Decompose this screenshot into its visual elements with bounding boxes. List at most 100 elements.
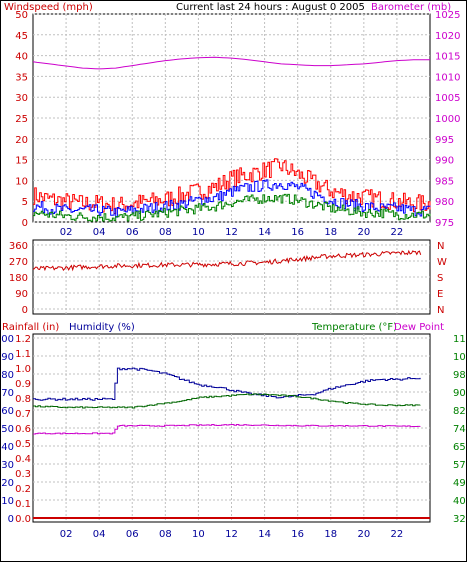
humidity-x-tick: 10 xyxy=(192,529,205,540)
wind-x-tick: 04 xyxy=(93,227,106,238)
wind-x-tick: 12 xyxy=(225,227,238,238)
windspeed-y-tick: 50 xyxy=(15,10,28,21)
windspeed-y-tick: 5 xyxy=(22,197,28,208)
temperature-y-tick: 74 xyxy=(453,424,466,435)
humidity-axis-title: Humidity (%) xyxy=(69,322,135,333)
barometer-y-tick: 1010 xyxy=(435,72,460,83)
rainfall-y-tick: 0.6 xyxy=(15,424,31,435)
temperature-y-tick: 57 xyxy=(453,460,466,471)
humidity-x-tick: 18 xyxy=(324,529,337,540)
humidity-y-tick: 10 xyxy=(1,496,14,507)
wind-speed-line xyxy=(33,193,431,222)
humidity-x-tick: 22 xyxy=(391,529,404,540)
direction-panel-marks xyxy=(32,249,422,272)
wind-direction-line xyxy=(32,249,422,272)
direction-y-tick: 0 xyxy=(22,305,28,316)
humidity-x-tick: 02 xyxy=(60,529,73,540)
rainfall-y-tick: 0.3 xyxy=(15,469,31,480)
temperature-line xyxy=(33,393,421,409)
barometer-y-tick: 1005 xyxy=(435,93,460,104)
windspeed-y-tick: 10 xyxy=(15,176,28,187)
compass-tick: N xyxy=(437,305,444,316)
direction-y-tick: 270 xyxy=(9,257,28,268)
humidity-x-tick: 06 xyxy=(126,529,139,540)
windspeed-y-tick: 40 xyxy=(15,52,28,63)
humidity-y-tick: 70 xyxy=(1,388,14,399)
compass-tick: W xyxy=(437,257,447,268)
direction-panel-grid xyxy=(33,240,430,314)
humidity-x-tick: 20 xyxy=(357,529,370,540)
humidity-x-tick: 14 xyxy=(258,529,271,540)
direction-y-tick: 90 xyxy=(15,289,28,300)
chart-title: Current last 24 hours : August 0 2005 xyxy=(176,2,365,13)
wind-x-tick: 22 xyxy=(391,227,404,238)
wind-gust-line xyxy=(33,158,431,214)
windspeed-y-tick: 25 xyxy=(15,114,28,125)
wind-x-tick: 20 xyxy=(357,227,370,238)
rainfall-y-tick: 0.5 xyxy=(15,439,31,450)
temperature-y-tick: 90 xyxy=(453,388,466,399)
compass-tick: S xyxy=(437,273,443,284)
windspeed-y-tick: 0 xyxy=(22,218,28,229)
windspeed-axis-title: Windspeed (mph) xyxy=(4,2,93,13)
windspeed-y-tick: 45 xyxy=(15,31,28,42)
barometer-y-tick: 985 xyxy=(435,176,454,187)
direction-y-tick: 360 xyxy=(9,241,28,252)
dewpoint-axis-title: Dew Point xyxy=(394,322,444,333)
compass-tick: E xyxy=(437,289,443,300)
humidity-x-tick: 04 xyxy=(93,529,106,540)
barometer-y-tick: 995 xyxy=(435,135,454,146)
humidity-line xyxy=(33,367,421,401)
humidity-panel-grid xyxy=(33,334,430,522)
rainfall-y-tick: 1.2 xyxy=(15,334,31,345)
barometer-y-tick: 990 xyxy=(435,156,454,167)
wind-x-tick: 10 xyxy=(192,227,205,238)
temperature-y-tick: 107 xyxy=(453,352,467,363)
rainfall-y-tick: 0.2 xyxy=(15,484,31,495)
rainfall-y-tick: 1.0 xyxy=(15,364,31,375)
barometer-line xyxy=(32,56,430,70)
wind-x-tick: 08 xyxy=(159,227,172,238)
rainfall-y-tick: 0.4 xyxy=(15,454,31,465)
humidity-panel-labels: 0204060810121416182022100908070605040302… xyxy=(0,334,467,540)
temperature-y-tick: 40 xyxy=(453,496,466,507)
humidity-x-tick: 08 xyxy=(159,529,172,540)
wind-panel-labels: 02 04 06 08 10 12 14 16 18 20 22504540353025201510… xyxy=(15,10,460,238)
rainfall-y-tick: 1.1 xyxy=(15,349,31,360)
barometer-y-tick: 1015 xyxy=(435,52,460,63)
humidity-y-tick: 100 xyxy=(0,334,14,345)
wind-x-tick: 14 xyxy=(258,227,271,238)
barometer-y-tick: 975 xyxy=(435,218,454,229)
humidity-y-tick: 30 xyxy=(1,460,14,471)
humidity-panel-marks xyxy=(33,367,430,519)
windspeed-y-tick: 30 xyxy=(15,93,28,104)
wind-x-tick: 16 xyxy=(291,227,304,238)
barometer-y-tick: 980 xyxy=(435,197,454,208)
temperature-axis-title: Temperature (°F) xyxy=(311,322,397,333)
wind-x-tick: 02 xyxy=(60,227,73,238)
rainfall-y-tick: 0.9 xyxy=(15,379,31,390)
humidity-y-tick: 90 xyxy=(1,352,14,363)
humidity-y-tick: 20 xyxy=(1,478,14,489)
compass-tick: N xyxy=(437,241,444,252)
humidity-x-tick: 12 xyxy=(225,529,238,540)
rainfall-axis-title: Rainfall (in) xyxy=(2,322,59,333)
barometer-y-tick: 1020 xyxy=(435,31,460,42)
wind-panel-marks xyxy=(32,56,431,222)
barometer-y-tick: 1000 xyxy=(435,114,460,125)
temperature-y-tick: 82 xyxy=(453,406,466,417)
humidity-y-tick: 40 xyxy=(1,442,14,453)
temperature-y-tick: 98 xyxy=(453,370,466,381)
windspeed-y-tick: 35 xyxy=(15,72,28,83)
temperature-y-tick: 49 xyxy=(453,478,466,489)
rainfall-y-tick: 0.8 xyxy=(15,394,31,405)
humidity-y-tick: 0 xyxy=(8,514,14,525)
humidity-y-tick: 50 xyxy=(1,424,14,435)
windspeed-y-tick: 20 xyxy=(15,135,28,146)
humidity-y-tick: 60 xyxy=(1,406,14,417)
temperature-y-tick: 32 xyxy=(453,514,466,525)
wind-x-tick: 18 xyxy=(324,227,337,238)
rainfall-y-tick: 0.0 xyxy=(15,514,31,525)
